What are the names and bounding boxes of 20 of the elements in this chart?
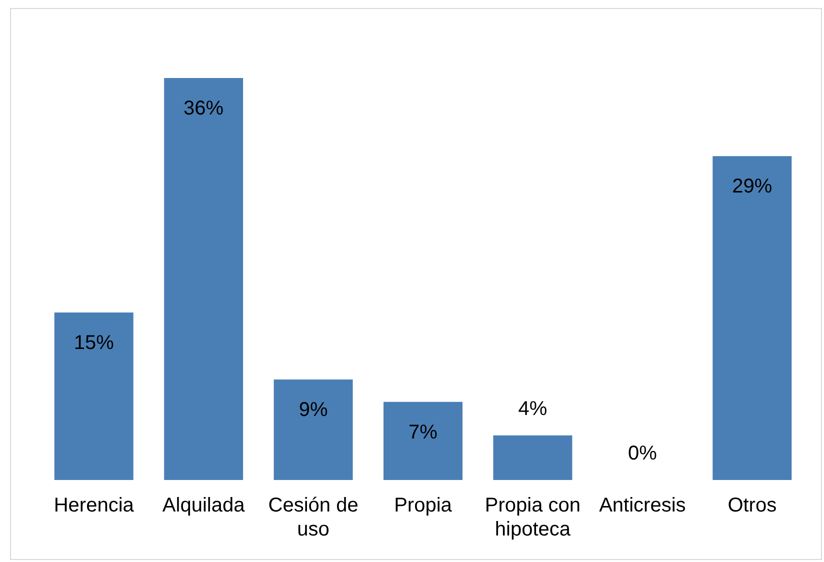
data-label: 36% (184, 98, 224, 120)
data-label: 29% (732, 176, 772, 198)
x-tick-label: Alquilada (162, 494, 246, 517)
bar (493, 435, 572, 480)
bar (384, 402, 462, 480)
x-tick-label: Anticresis (599, 494, 686, 517)
data-label: 9% (298, 399, 328, 422)
data-label: 7% (408, 421, 438, 444)
data-label: 4% (518, 398, 548, 420)
x-tick-label: Propia con hipoteca (484, 494, 581, 541)
x-tick-label: Otros (728, 494, 777, 517)
x-tick-label: Propia (394, 494, 453, 517)
bar (712, 156, 792, 480)
bar (54, 312, 134, 480)
data-label: 15% (74, 332, 114, 354)
data-label: 0% (628, 442, 658, 465)
x-tick-label: Cesión de uso (268, 494, 358, 541)
x-tick-label: Herencia (54, 494, 135, 517)
bar (274, 380, 353, 480)
bar (164, 78, 244, 480)
